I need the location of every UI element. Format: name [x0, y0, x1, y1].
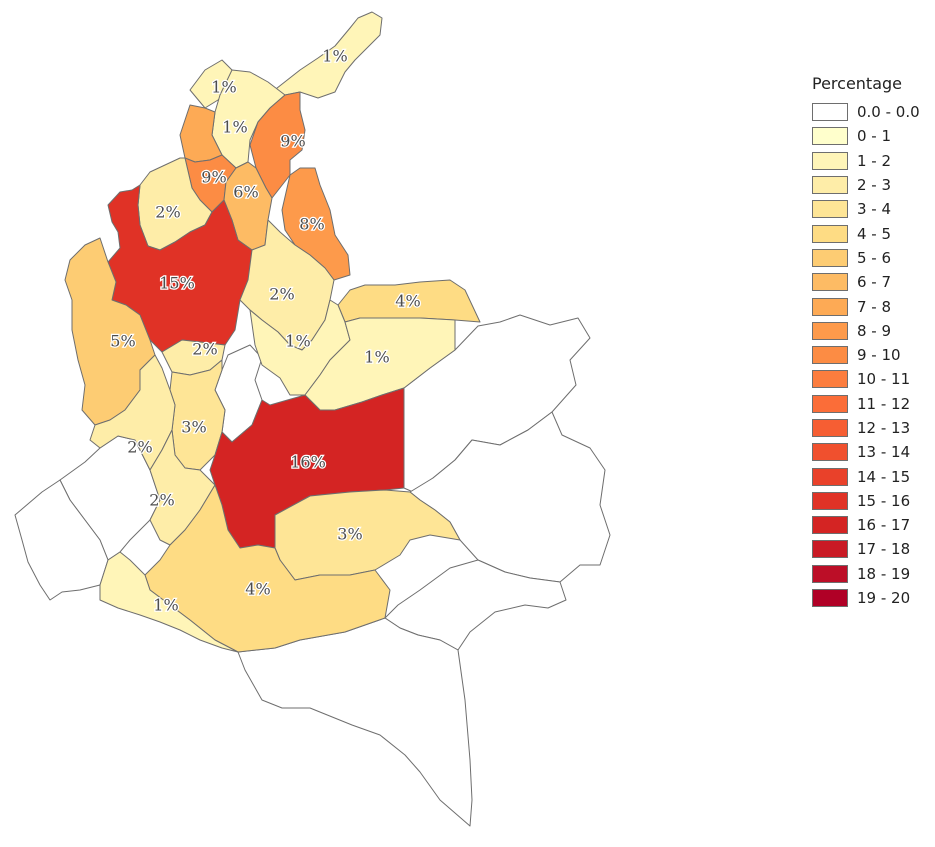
legend-swatch — [812, 394, 848, 413]
region-valle[interactable] — [89, 354, 176, 471]
legend-item: 18 - 19 — [812, 562, 920, 586]
legend-swatch — [812, 103, 848, 122]
legend-label: 10 - 11 — [857, 370, 911, 389]
legend-label: 12 - 13 — [857, 419, 911, 437]
legend-label: 13 - 14 — [857, 443, 911, 462]
legend-swatch — [812, 127, 848, 146]
legend-swatch — [812, 346, 848, 365]
legend-item: 2 - 3 — [812, 173, 920, 197]
region-label-cordoba: 2% — [155, 203, 180, 222]
legend-item: 17 - 18 — [812, 537, 920, 561]
region-label-arauca: 4% — [395, 292, 420, 311]
legend-title: Percentage — [812, 74, 903, 93]
region-label-atlantico: 1% — [211, 78, 236, 97]
region-label-meta: 16% — [290, 453, 326, 472]
legend-item: 10 - 11 — [812, 367, 920, 391]
legend-item: 0.0 - 0.0 — [812, 100, 920, 124]
legend-swatch — [812, 297, 848, 316]
region-label-casanare: 1% — [364, 348, 389, 367]
legend-item: 11 - 12 — [812, 392, 920, 416]
legend-swatch — [812, 151, 848, 170]
legend-swatch — [812, 200, 848, 219]
region-label-norte-santander: 8% — [299, 215, 324, 234]
region-label-magdalena: 1% — [222, 118, 247, 137]
legend-item: 6 - 7 — [812, 270, 920, 294]
region-label-caqueta: 4% — [245, 580, 270, 599]
legend-label: 18 - 19 — [857, 564, 911, 583]
map-legend: Percentage 0.0 - 0.0 0 - 1 1 - 2 2 - 3 3 - 4… — [812, 74, 920, 610]
legend-item: 5 - 6 — [812, 246, 920, 270]
legend-item: 3 - 4 — [812, 197, 920, 221]
legend-item: 4 - 5 — [812, 221, 920, 245]
region-label-caldas: 2% — [192, 340, 217, 359]
legend-label: 1 - 2 — [857, 151, 892, 170]
legend-swatch — [812, 370, 848, 389]
region-label-putumayo: 1% — [153, 596, 178, 615]
legend-label: 4 - 5 — [857, 224, 892, 243]
region-norte-santander[interactable] — [281, 167, 351, 281]
legend-swatch — [812, 176, 848, 195]
region-labels: 1% 1% 1% 9% 9% 6% 2% 8% 15% 2% 4% 5% 2% 1% 1% 3% 2% 16% 2%… — [109, 45, 422, 616]
legend-swatch — [812, 564, 848, 583]
legend-swatch — [812, 321, 848, 340]
legend-item: 15 - 16 — [812, 489, 920, 513]
region-label-huila: 2% — [149, 491, 174, 510]
legend-items: 0.0 - 0.0 0 - 1 1 - 2 2 - 3 3 - 4 4 - 5 5 - 6 6… — [812, 100, 920, 610]
legend-item: 12 - 13 — [812, 416, 920, 440]
legend-swatch — [812, 540, 848, 559]
legend-swatch — [812, 224, 848, 243]
legend-item: 9 - 10 — [812, 343, 920, 367]
region-label-guaviare: 3% — [337, 525, 362, 544]
legend-swatch — [812, 516, 848, 535]
legend-label: 17 - 18 — [857, 540, 911, 559]
legend-label: 7 - 8 — [857, 297, 892, 316]
region-label-choco: 5% — [110, 332, 135, 351]
legend-swatch — [812, 248, 848, 267]
legend-swatch — [812, 273, 848, 292]
legend-label: 2 - 3 — [857, 176, 892, 195]
legend-swatch — [812, 467, 848, 486]
region-putumayo[interactable] — [99, 551, 239, 653]
region-guajira[interactable] — [271, 11, 383, 99]
choropleth-map: 1% 1% 1% 9% 9% 6% 2% 8% 15% 2% 4% 5% 2% 1% 1% 3% 2% 16% 2%… — [14, 11, 611, 827]
legend-label: 0.0 - 0.0 — [857, 103, 920, 122]
region-label-antioquia: 15% — [159, 274, 195, 293]
legend-item: 8 - 9 — [812, 319, 920, 343]
region-label-cesar: 9% — [280, 132, 305, 151]
region-label-sucre: 9% — [201, 168, 226, 187]
legend-item: 13 - 14 — [812, 440, 920, 464]
region-amazonas[interactable] — [237, 617, 473, 827]
region-label-bolivar-south: 6% — [233, 183, 258, 202]
legend-label: 11 - 12 — [857, 394, 911, 413]
legend-label: 15 - 16 — [857, 491, 911, 510]
legend-item: 7 - 8 — [812, 294, 920, 318]
legend-item: 16 - 17 — [812, 513, 920, 537]
region-label-tolima: 3% — [181, 418, 206, 437]
legend-item: 0 - 1 — [812, 124, 920, 148]
region-label-boyaca: 1% — [285, 332, 310, 351]
legend-item: 14 - 15 — [812, 464, 920, 488]
legend-label: 19 - 20 — [857, 589, 911, 608]
region-label-valle: 2% — [127, 438, 152, 457]
legend-swatch — [812, 491, 848, 510]
legend-item: 1 - 2 — [812, 149, 920, 173]
legend-label: 6 - 7 — [857, 273, 892, 292]
legend-label: 16 - 17 — [857, 516, 911, 535]
legend-label: 8 - 9 — [857, 321, 892, 340]
legend-label: 14 - 15 — [857, 467, 911, 486]
legend-label: 5 - 6 — [857, 248, 892, 267]
region-label-guajira: 1% — [322, 47, 347, 66]
legend-label: 3 - 4 — [857, 200, 892, 219]
legend-swatch — [812, 419, 848, 437]
legend-swatch — [812, 443, 848, 462]
legend-swatch — [812, 589, 848, 608]
legend-label: 0 - 1 — [857, 127, 892, 146]
region-label-santander: 2% — [269, 285, 294, 304]
legend-item: 19 - 20 — [812, 586, 920, 610]
legend-label: 9 - 10 — [857, 346, 901, 365]
